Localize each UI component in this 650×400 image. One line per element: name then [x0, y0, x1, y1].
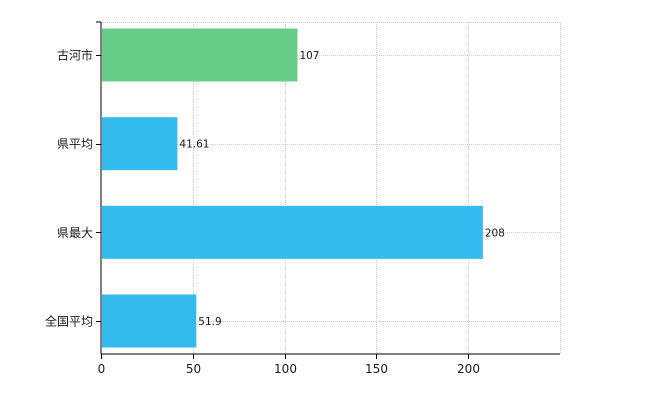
bar [102, 28, 298, 82]
axes [96, 21, 560, 359]
bar [102, 294, 197, 348]
data-label: 51.9 [198, 316, 221, 328]
data-labels: 107 41.61 208 51.9 [179, 50, 505, 328]
x-tick-label: 200 [457, 362, 480, 376]
y-tick-label: 全国平均 [45, 314, 93, 329]
x-tick-label: 50 [186, 362, 201, 376]
y-tick-label: 県平均 [57, 137, 93, 151]
data-label: 107 [299, 50, 319, 62]
x-tick-labels: 0 50 100 150 200 [98, 362, 480, 376]
data-label: 208 [485, 227, 505, 239]
x-tick-label: 100 [274, 362, 297, 376]
bars [102, 28, 483, 348]
x-tick-label: 150 [365, 362, 388, 376]
bar [102, 117, 178, 171]
y-tick-label: 古河市 [57, 48, 93, 63]
y-tick-label: 県最大 [57, 226, 93, 240]
data-label: 41.61 [179, 139, 209, 151]
x-tick-label: 0 [98, 362, 106, 376]
bar [102, 205, 483, 259]
